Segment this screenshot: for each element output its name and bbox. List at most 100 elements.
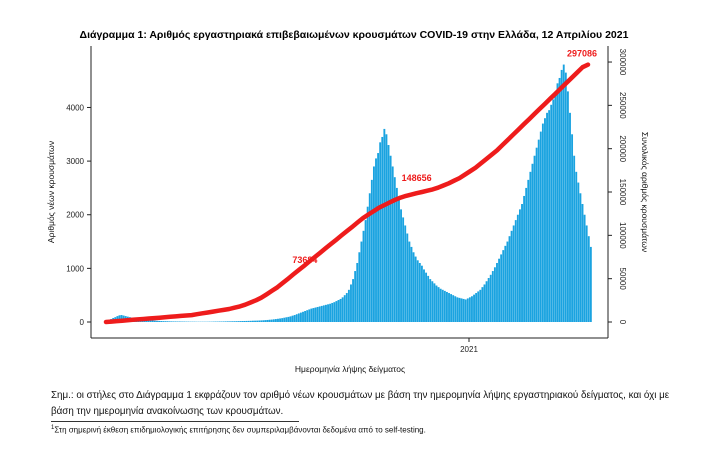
bar — [168, 321, 171, 322]
bar — [456, 297, 459, 322]
bar — [264, 320, 267, 322]
bar — [258, 320, 261, 322]
bar — [510, 230, 513, 322]
bar — [462, 298, 465, 322]
bar — [249, 320, 252, 322]
bar — [477, 291, 480, 322]
y-left-tick-label: 2000 — [66, 211, 84, 220]
bar — [569, 112, 571, 322]
bar — [420, 265, 423, 322]
bar — [483, 284, 486, 322]
bar — [410, 246, 413, 322]
bar — [546, 112, 548, 322]
bar — [164, 321, 167, 322]
bar — [266, 319, 269, 322]
bar — [408, 241, 411, 322]
bar — [539, 131, 542, 322]
y-left-axis-label: Αριθμός νέων κρουσμάτων — [46, 141, 56, 243]
y-right-tick-label: 300000 — [618, 49, 627, 76]
bar — [458, 297, 461, 322]
bar — [529, 171, 532, 322]
bar — [554, 91, 557, 322]
bar — [450, 294, 453, 322]
bar — [531, 163, 534, 322]
bar — [310, 308, 313, 322]
bar — [452, 295, 455, 322]
bar — [314, 307, 317, 322]
bar — [347, 289, 350, 322]
bar — [327, 304, 329, 322]
bar — [239, 321, 242, 322]
bar — [245, 320, 248, 322]
footnote: 1Στη σημερινή έκθεση επιδημιολογικής επι… — [51, 425, 426, 435]
bar — [170, 321, 173, 322]
bar — [389, 155, 392, 322]
y-left-tick-label: 0 — [80, 318, 85, 327]
bar — [385, 134, 388, 322]
bar — [473, 294, 475, 322]
bar — [398, 198, 400, 322]
bar — [496, 263, 498, 322]
x-axis-label: Ημερομηνία λήψης δείγματος — [295, 364, 405, 374]
bar — [325, 304, 327, 322]
bars-layer — [106, 64, 592, 323]
labels-layer: 73684 148656 297086 — [292, 49, 597, 265]
bar — [381, 136, 384, 322]
bar — [260, 320, 263, 322]
ticks-layer: 0 1000 2000 3000 4000 0 50000 100000 150000 20000… — [66, 49, 627, 354]
x-tick-label: 2021 — [460, 345, 478, 354]
bar — [562, 64, 565, 322]
bar — [272, 319, 275, 322]
bar — [229, 321, 231, 322]
bar — [299, 312, 302, 322]
bar — [556, 83, 559, 322]
bar — [322, 305, 325, 322]
bar — [297, 313, 300, 322]
bar — [429, 279, 432, 322]
bar — [487, 278, 490, 322]
bar — [237, 321, 240, 322]
bar — [158, 320, 161, 322]
bar — [548, 110, 551, 323]
bar — [222, 321, 225, 322]
bar — [454, 296, 457, 322]
bar — [254, 320, 256, 322]
y-right-tick-label: 250000 — [618, 92, 627, 119]
bar — [231, 321, 234, 322]
bar — [400, 209, 402, 322]
bar — [575, 171, 578, 322]
bar — [364, 220, 367, 322]
bar — [519, 209, 521, 322]
bar — [277, 318, 279, 322]
footnote-divider — [51, 421, 299, 422]
bar — [241, 321, 244, 322]
footnote-text: Στη σημερινή έκθεση επιδημιολογικής επιτ… — [54, 425, 426, 435]
y-left-tick-label: 3000 — [66, 157, 84, 166]
bar — [372, 166, 375, 322]
bar — [352, 279, 355, 322]
bar — [341, 297, 344, 322]
bar — [162, 321, 165, 322]
bar — [316, 306, 319, 322]
cumulative-line — [103, 62, 591, 325]
bar — [525, 187, 528, 322]
bar — [500, 254, 503, 322]
bar — [589, 246, 592, 322]
y-right-tick-label: 100000 — [618, 222, 627, 249]
bar — [431, 281, 434, 322]
bar — [383, 128, 386, 322]
bar — [435, 285, 438, 322]
bar — [281, 318, 284, 322]
bar — [387, 145, 390, 322]
bar — [475, 293, 478, 322]
bar — [172, 321, 175, 322]
footnote-marker: 1 — [51, 425, 55, 431]
bar — [550, 104, 553, 322]
bar — [566, 91, 569, 322]
bar — [412, 252, 415, 322]
bar — [368, 193, 371, 322]
y-right-tick-label: 50000 — [618, 268, 627, 291]
bar — [274, 319, 277, 322]
bar — [147, 320, 150, 322]
bar — [416, 260, 419, 322]
